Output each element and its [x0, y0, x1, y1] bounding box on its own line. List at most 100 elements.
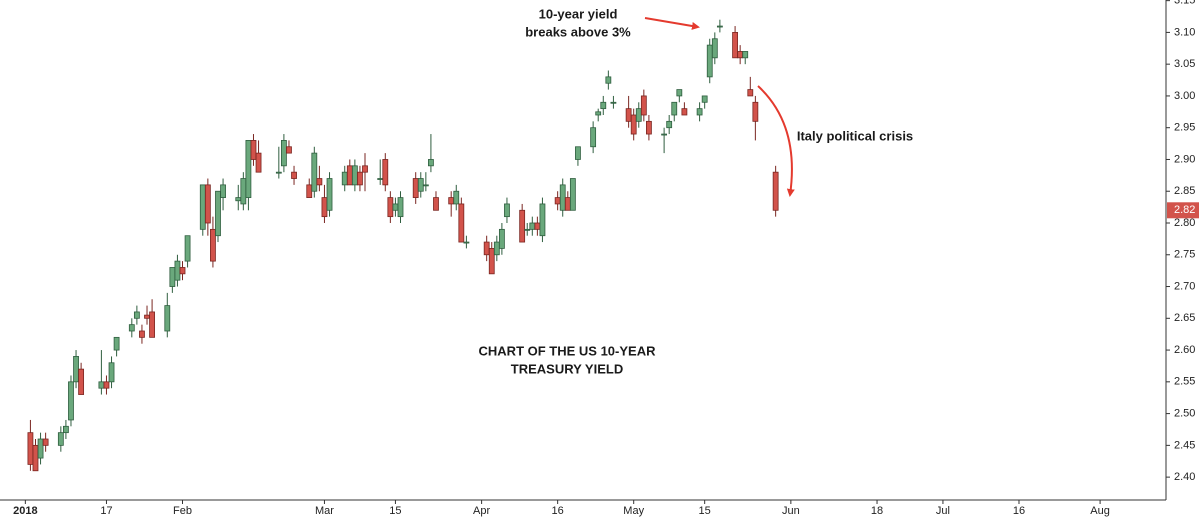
candle-body — [169, 267, 176, 287]
candle-body — [351, 165, 358, 186]
candle-body — [362, 165, 368, 173]
candle-body — [539, 203, 546, 237]
candle-body — [448, 197, 455, 205]
candle-body — [711, 38, 718, 59]
x-tick-label: 17 — [100, 505, 112, 517]
last-price-box — [1167, 202, 1199, 219]
x-tick-label: Mar — [315, 505, 334, 517]
candle-body — [590, 127, 597, 148]
candle-body — [701, 95, 708, 103]
y-tick-label: 2.65 — [1174, 312, 1195, 324]
candle-body — [504, 203, 510, 218]
y-tick-label: 2.90 — [1174, 153, 1195, 165]
candle-body — [640, 95, 647, 116]
candle-body — [108, 362, 115, 383]
candle-body — [306, 184, 313, 198]
candle-body — [752, 101, 759, 122]
y-tick-label: 3.05 — [1174, 58, 1195, 70]
candle-body — [575, 146, 581, 160]
arrow — [757, 85, 795, 197]
candle-body — [453, 190, 460, 205]
candle-body — [387, 197, 394, 218]
candle-body — [524, 228, 531, 231]
x-tick-label: 18 — [871, 505, 883, 517]
candle-body — [27, 432, 34, 465]
candle-body — [716, 25, 723, 28]
candle-body — [605, 76, 612, 84]
candle-body — [149, 311, 155, 338]
candle-body — [696, 108, 703, 116]
candle-body — [569, 178, 576, 211]
candle-body — [42, 438, 49, 446]
candle-body — [737, 51, 744, 59]
candle-body — [600, 101, 607, 110]
candle-body — [128, 324, 135, 332]
annotation: breaks above 3% — [525, 24, 631, 39]
candle-body — [392, 203, 399, 211]
x-tick-label: 15 — [699, 505, 711, 517]
x-tick-label: 16 — [552, 505, 564, 517]
y-tick-label: 2.55 — [1174, 376, 1195, 388]
candle-body — [346, 165, 353, 186]
y-tick-label: 2.60 — [1174, 344, 1195, 356]
candle-body — [529, 222, 536, 230]
candle-body — [204, 184, 211, 224]
y-tick-label: 2.45 — [1174, 439, 1195, 451]
candle-body — [240, 178, 247, 205]
chart-title: TREASURY YIELD — [511, 361, 623, 376]
candle-body — [286, 146, 292, 154]
candle-body — [73, 356, 79, 383]
x-tick-label: Apr — [473, 505, 490, 517]
y-tick-label: 2.80 — [1174, 217, 1195, 229]
candle-body — [534, 222, 541, 230]
candle-body — [732, 32, 738, 59]
x-tick-label: May — [623, 505, 644, 517]
candle-body — [646, 120, 652, 135]
candle-body — [422, 184, 429, 187]
candle-body — [341, 171, 348, 186]
x-tick-label: Feb — [173, 505, 192, 517]
x-tick-label: 2018 — [13, 505, 37, 517]
candle-body — [681, 108, 688, 116]
candle-body — [164, 305, 171, 332]
chart-title: CHART OF THE US 10-YEAR — [479, 343, 657, 358]
candle-body — [772, 171, 779, 211]
y-tick-label: 3.15 — [1174, 0, 1195, 7]
candle-body — [57, 432, 64, 446]
annotation: Italy political crisis — [797, 128, 913, 143]
x-tick-label: Jun — [782, 505, 800, 517]
candle-body — [235, 197, 242, 202]
candle-body — [250, 140, 257, 160]
candle-body — [428, 159, 434, 167]
candle-body — [666, 120, 673, 129]
candle-body — [174, 260, 181, 281]
candle-body — [316, 178, 323, 186]
y-tick-label: 2.40 — [1174, 471, 1195, 483]
candle-body — [144, 314, 150, 319]
candle-body — [625, 108, 632, 122]
y-tick-label: 2.85 — [1174, 185, 1195, 197]
candle-body — [220, 184, 226, 198]
candle-body — [37, 438, 44, 459]
candle-body — [747, 89, 754, 97]
y-tick-label: 2.70 — [1174, 280, 1195, 292]
candle-body — [321, 197, 328, 218]
candle-body — [706, 44, 713, 78]
candle-body — [139, 330, 145, 338]
y-tick-label: 2.50 — [1174, 408, 1195, 420]
candle-body — [635, 108, 642, 122]
candle-body — [595, 111, 602, 116]
candle-body — [63, 425, 69, 434]
candle-body — [397, 197, 404, 218]
arrow — [644, 17, 700, 30]
last-price-label: 2.82 — [1174, 204, 1195, 216]
candle-body — [488, 248, 495, 275]
x-tick-label: 15 — [389, 505, 401, 517]
candle-body — [184, 235, 191, 262]
candle-body — [357, 171, 363, 186]
candle-body — [382, 159, 389, 186]
candle-body — [78, 368, 85, 395]
y-tick-label: 2.95 — [1174, 122, 1195, 134]
candle-body — [255, 152, 262, 173]
